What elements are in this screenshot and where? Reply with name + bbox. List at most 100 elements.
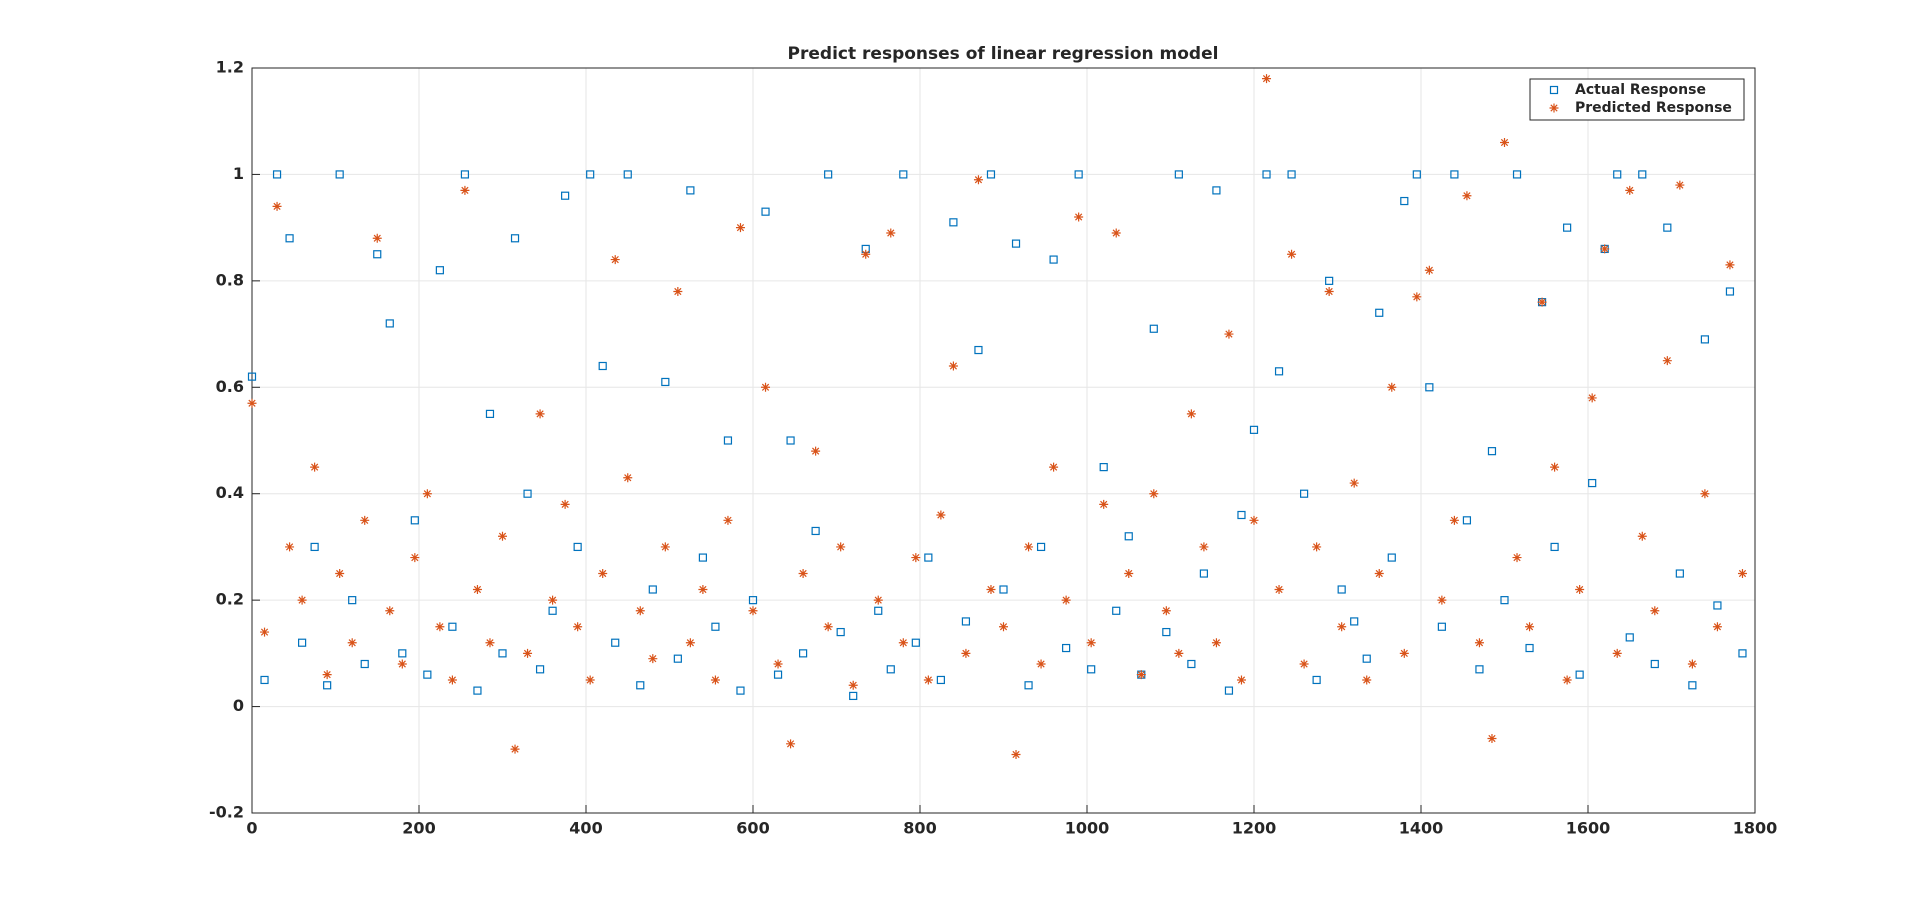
star-marker [335,569,345,579]
square-marker [1638,170,1647,179]
star-marker [1437,595,1447,605]
star-marker [748,606,758,616]
star-marker [272,201,282,211]
square-marker [1174,170,1183,179]
square-marker [435,266,444,275]
square-marker [886,665,895,674]
star-marker [1587,393,1597,403]
star-marker [1550,462,1560,472]
square-marker [611,638,620,647]
square-marker [636,681,645,690]
square-marker [1437,622,1446,631]
square-marker [1337,585,1346,594]
square-marker [460,170,470,179]
square-marker [473,686,482,695]
square-marker [986,170,996,179]
star-marker [735,223,745,233]
star-marker [1149,489,1159,499]
square-marker [573,542,582,552]
square-marker [648,585,657,594]
star-marker [573,622,583,632]
legend-box [1529,78,1745,121]
square-marker [1199,569,1209,578]
square-marker [1274,367,1284,376]
square-marker [260,675,269,685]
star-marker [598,569,608,579]
star-marker [1049,462,1059,472]
star-marker [848,680,858,690]
star-marker [1086,638,1096,648]
star-marker [1274,585,1284,594]
square-marker [285,234,294,243]
square-marker [373,250,382,259]
star-marker [1500,138,1509,147]
star-marker [1374,569,1384,579]
star-marker [422,489,432,499]
square-marker [1462,516,1472,525]
square-marker [1011,239,1021,248]
square-marker [748,596,758,605]
square-marker [961,617,971,626]
star-marker [1362,675,1372,685]
x-tick-label: 1400 [1399,819,1444,838]
star-marker [585,675,595,685]
star-marker [1474,638,1484,648]
star-marker [1111,228,1121,238]
square-marker [1099,463,1108,472]
square-marker [1112,606,1121,615]
square-marker [385,319,394,328]
legend-marker [1549,103,1559,113]
square-marker [1550,542,1559,552]
y-tick-label: 1.2 [216,58,244,77]
square-marker [1224,686,1234,695]
square-marker [247,372,257,381]
star-marker [635,606,645,616]
square-marker [1074,170,1083,179]
square-marker [1062,643,1071,653]
star-marker [360,515,370,525]
star-marker [999,622,1008,632]
y-tick-label: -0.2 [209,803,244,822]
star-marker [347,638,357,648]
star-marker [1600,244,1610,254]
star-marker [1525,622,1535,632]
square-marker [272,170,282,179]
square-marker [1287,170,1296,179]
square-marker [360,659,369,669]
y-tick-label: 0 [233,696,244,715]
square-marker [698,553,708,562]
star-marker [723,515,733,525]
star-marker [485,638,495,648]
square-marker [510,234,520,243]
star-marker [460,185,470,195]
grid [251,67,1756,814]
square-marker [410,516,419,525]
star-marker [836,542,846,552]
legend-label: Actual Response [1575,82,1706,98]
star-marker [247,398,257,408]
square-marker [1675,569,1684,578]
star-marker [285,542,295,552]
square-marker [1588,478,1597,488]
star-marker [610,255,620,265]
y-tick-label: 0.4 [216,483,244,502]
star-marker [1011,749,1021,759]
star-marker [1036,659,1046,669]
square-marker [1375,308,1384,317]
square-marker [836,627,845,637]
x-tick-label: 1800 [1733,819,1778,838]
star-marker [923,675,933,685]
square-marker [686,186,695,195]
star-marker [1024,542,1034,552]
star-marker [1387,382,1397,392]
legend-label: Predicted Response [1575,100,1732,116]
square-marker [811,526,820,536]
square-marker [1187,659,1196,669]
star-marker [548,595,558,605]
star-marker [911,553,921,563]
square-marker [1087,665,1096,674]
square-marker [1475,665,1484,674]
square-marker [1650,659,1659,669]
square-marker [1362,654,1371,663]
